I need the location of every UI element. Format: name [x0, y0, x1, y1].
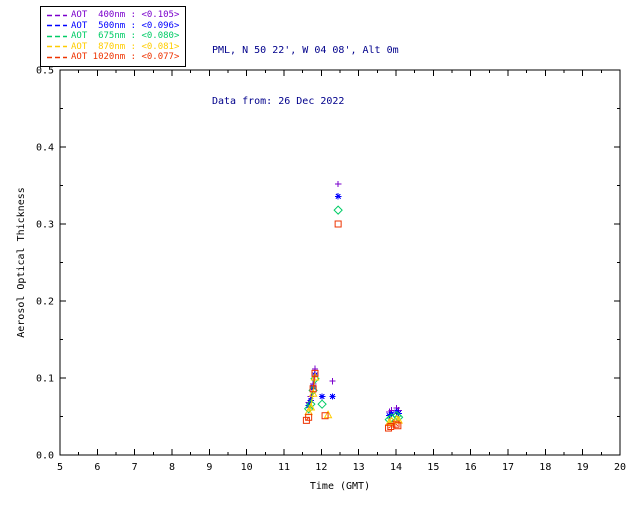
x-tick-label: 8	[169, 462, 175, 473]
legend-label: AOT 400nm : <0.105>	[71, 10, 180, 21]
legend-item: AOT 870nm : <0.081>	[46, 42, 179, 53]
y-tick-label: 0.5	[36, 66, 54, 77]
x-tick-label: 19	[577, 462, 589, 473]
x-tick-label: 12	[315, 462, 327, 473]
y-axis-title: Aerosol Optical Thickness	[16, 187, 27, 338]
y-tick-label: 0.2	[36, 297, 54, 308]
station-header: PML, N 50 22', W 04 08', Alt 0m Data fro…	[212, 8, 399, 144]
legend-item: AOT 500nm : <0.096>	[46, 21, 179, 32]
legend: AOT 400nm : <0.105> AOT 500nm : <0.096> AO…	[40, 6, 187, 67]
legend-line-sample-icon	[46, 53, 68, 62]
legend-label: AOT 870nm : <0.081>	[71, 41, 180, 52]
y-tick-label: 0.0	[36, 451, 54, 462]
legend-line-sample-icon	[46, 21, 68, 30]
legend-label: AOT 500nm : <0.096>	[71, 20, 180, 31]
x-tick-label: 16	[465, 462, 477, 473]
legend-line-sample-icon	[46, 42, 68, 51]
y-tick-label: 0.4	[36, 143, 54, 154]
x-tick-label: 17	[502, 462, 514, 473]
series-aot-500nm	[305, 193, 402, 419]
x-tick-label: 11	[278, 462, 290, 473]
series-aot-400nm	[305, 180, 402, 416]
x-tick-label: 6	[94, 462, 100, 473]
series-aot-675nm	[303, 205, 404, 425]
data-date-text: Data from: 26 Dec 2022	[212, 96, 345, 107]
legend-line-sample-icon	[46, 11, 68, 20]
x-tick-label: 10	[241, 462, 253, 473]
legend-label: AOT 1020nm : <0.077>	[71, 52, 180, 63]
x-tick-label: 20	[614, 462, 626, 473]
station-location-text: PML, N 50 22', W 04 08', Alt 0m	[212, 45, 399, 56]
legend-label: AOT 675nm : <0.080>	[71, 31, 180, 42]
x-tick-label: 18	[539, 462, 551, 473]
x-tick-label: 7	[132, 462, 138, 473]
y-tick-label: 0.1	[36, 374, 54, 385]
series-aot-1020nm	[302, 220, 402, 432]
legend-item: AOT 675nm : <0.080>	[46, 31, 179, 42]
x-tick-label: 5	[57, 462, 63, 473]
x-tick-label: 13	[353, 462, 365, 473]
legend-line-sample-icon	[46, 32, 68, 41]
y-tick-label: 0.3	[36, 220, 54, 231]
legend-item: AOT 1020nm : <0.077>	[46, 52, 179, 63]
x-tick-label: 9	[206, 462, 212, 473]
x-axis-title: Time (GMT)	[310, 481, 370, 492]
x-tick-label: 15	[427, 462, 439, 473]
x-tick-label: 14	[390, 462, 402, 473]
legend-item: AOT 400nm : <0.105>	[46, 10, 179, 21]
